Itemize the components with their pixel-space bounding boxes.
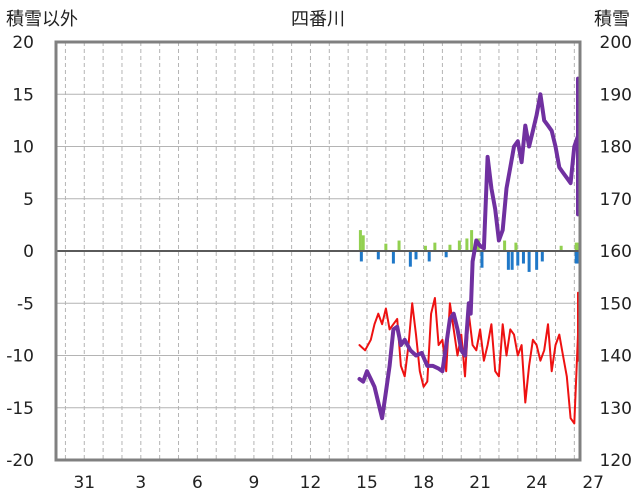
left-tick-label: -15 [6,399,34,419]
precip-bar-negative [427,251,431,262]
x-tick-label: 15 [356,473,378,493]
left-tick-label: 0 [23,242,34,262]
temperature-line [358,291,579,425]
precip-bar-positive [465,238,469,251]
precip-bar-negative [574,251,578,264]
precip-bar-positive [457,240,461,251]
right-tick-label: 190 [600,85,632,105]
left-tick-label: -10 [6,347,34,367]
precip-bar-positive [433,242,437,251]
right-tick-label: 170 [600,190,632,210]
x-tick-label: 6 [192,473,203,493]
series-lines [357,76,580,425]
x-tick-label: 21 [469,473,491,493]
plot-frame-group [54,40,582,462]
precip-bar-negative [510,251,514,270]
precip-bar-positive [448,244,452,251]
precip-bar-positive [576,244,580,251]
precip-bar-positive [470,230,474,251]
precip-bar-negative [376,251,380,260]
precip-bar-negative [576,251,580,260]
precip-bar-negative [521,251,525,264]
precip-bar-negative [444,251,448,258]
precip-bar-negative [516,251,520,266]
x-tick-label: 12 [300,473,322,493]
precip-bar-negative [506,251,510,270]
x-tick-label: 3 [135,473,146,493]
precip-bar-positive [559,245,563,251]
left-tick-label: -20 [6,451,34,471]
precip-bar-positive [384,243,388,251]
right-tick-label: 200 [600,33,632,53]
right-tick-label: 120 [600,451,632,471]
tick-labels: 20 15 10 5 0 -5 -10 -15 -20 200 190 180 170 160 150 140… [6,33,632,493]
precip-bar-positive [574,242,578,251]
right-tick-label: 150 [600,294,632,314]
right-tick-label: 180 [600,138,632,158]
plot-frame [54,40,582,462]
precip-bar-negative [414,251,418,260]
precip-bar-negative [535,251,539,270]
precip-bar-positive [358,230,362,251]
left-axis-label: 積雪以外 [6,9,78,30]
left-tick-label: 15 [12,85,34,105]
precip-bar-positive [514,242,518,251]
right-tick-label: 160 [600,242,632,262]
snow-depth-line [357,76,580,421]
precip-bar-negative [391,251,395,264]
precip-bar-positive [503,240,507,251]
right-tick-label: 140 [600,347,632,367]
x-tick-label: 18 [413,473,435,493]
chart-title: 四番川 [291,9,345,30]
left-tick-label: -5 [17,294,34,314]
precip-bar-negative [527,251,531,272]
precip-bar-positive [361,235,365,251]
left-tick-label: 10 [12,138,34,158]
precip-bar-negative [408,251,412,267]
precip-bar-positive [423,245,427,251]
x-tick-label: 27 [582,473,604,493]
precip-bar-negative [480,251,484,268]
precip-bar-negative [540,251,544,262]
left-tick-label: 5 [23,190,34,210]
precip-bar-positive [397,240,401,251]
x-tick-label: 9 [248,473,259,493]
x-tick-label: 31 [73,473,95,493]
precip-bars [358,230,580,272]
left-tick-label: 20 [12,33,34,53]
x-tick-label: 24 [526,473,548,493]
right-tick-label: 130 [600,399,632,419]
precip-bar-negative [359,251,363,262]
right-axis-label: 積雪 [594,9,630,30]
